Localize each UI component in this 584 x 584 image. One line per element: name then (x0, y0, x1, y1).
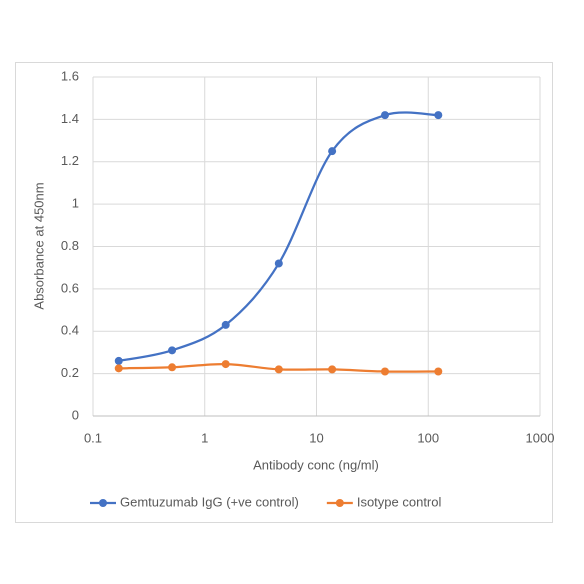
data-point (434, 367, 443, 376)
y-axis-label: Absorbance at 450nm (31, 182, 46, 309)
data-point (380, 111, 389, 120)
data-point (168, 346, 177, 355)
data-point (114, 364, 123, 373)
y-tick-label: 1.6 (61, 68, 79, 83)
data-point (328, 365, 337, 374)
chart-frame (15, 62, 553, 523)
data-point (274, 365, 283, 374)
y-tick-label: 1.4 (61, 111, 79, 126)
y-tick-label: 0.4 (61, 323, 79, 338)
y-tick-label: 1 (72, 196, 79, 211)
legend-marker (99, 499, 107, 507)
x-tick-label: 1000 (526, 430, 555, 445)
legend-label: Gemtuzumab IgG (+ve control) (120, 494, 299, 509)
y-tick-label: 1.2 (61, 153, 79, 168)
x-tick-label: 1 (201, 430, 208, 445)
x-axis-label: Antibody conc (ng/ml) (253, 457, 379, 472)
legend-marker (335, 499, 344, 507)
x-tick-label: 0.1 (84, 430, 102, 445)
data-point (380, 367, 389, 376)
x-tick-label: 100 (417, 430, 439, 445)
data-point (328, 147, 337, 156)
data-point (168, 363, 177, 372)
data-point (274, 259, 283, 268)
y-tick-label: 0.6 (61, 280, 79, 295)
legend-label: Isotype control (357, 494, 442, 509)
y-tick-label: 0 (72, 407, 79, 422)
data-point (221, 320, 230, 329)
data-point (221, 360, 230, 369)
x-tick-label: 10 (309, 430, 323, 445)
data-point (434, 111, 443, 120)
y-tick-label: 0.2 (61, 365, 79, 380)
data-point (114, 356, 123, 365)
y-tick-label: 0.8 (61, 238, 79, 253)
